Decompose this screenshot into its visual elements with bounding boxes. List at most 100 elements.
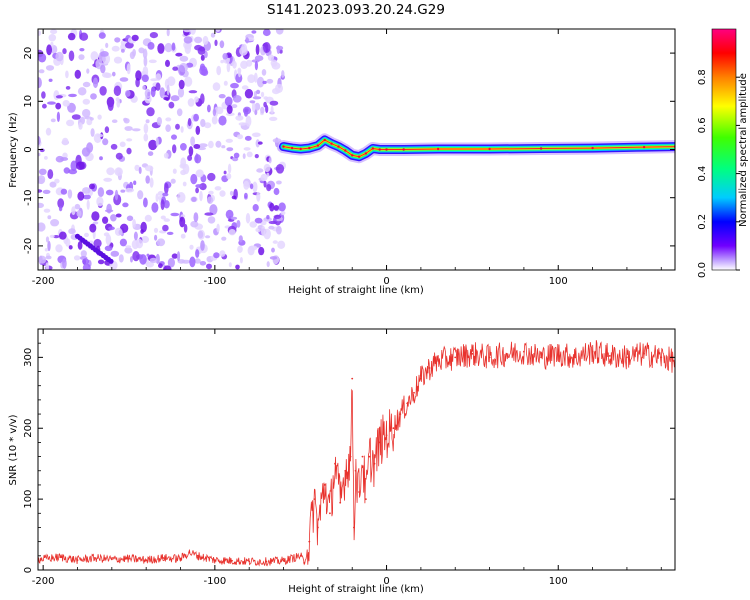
noise-speck [107,100,114,112]
noise-speck [50,219,60,227]
noise-speck [105,189,114,196]
noise-speck [247,74,256,83]
noise-speck [172,144,177,154]
noise-speck [58,206,63,212]
noise-speck [134,164,140,172]
noise-speck [183,29,192,33]
noise-speck [154,234,158,241]
noise-speck [207,172,216,182]
snr-point [329,512,331,515]
snr-xlabel: Height of straight line (km) [288,584,424,595]
noise-speck [157,43,165,54]
noise-speck [205,235,211,239]
colorbar-tick-label: 0.0 [697,262,708,278]
noise-speck [245,115,252,127]
noise-speck [132,49,137,57]
noise-speck [48,78,53,83]
noise-speck [222,53,228,60]
snr-point [303,562,305,564]
noise-speck [179,216,186,228]
noise-speck [68,228,76,235]
noise-speck [77,241,83,250]
noise-speck [100,64,106,74]
noise-speck [171,253,178,259]
noise-speck [172,168,177,174]
noise-speck [272,240,278,244]
noise-speck [251,30,257,34]
ridge-point [385,148,388,151]
noise-speck [181,259,191,264]
noise-speck [226,105,233,114]
noise-speck [244,192,248,199]
noise-speck [172,66,179,71]
noise-speck [143,123,149,134]
noise-speck [254,102,261,111]
noise-speck [179,55,189,62]
noise-speck [266,78,274,84]
noise-speck [76,210,82,217]
noise-speck [70,160,78,172]
snr-point [110,558,113,561]
snr-point [373,462,376,465]
noise-speck [74,203,81,210]
snr-point [76,559,79,561]
noise-speck [272,138,282,143]
snr-xtick-label: 0 [383,576,389,587]
noise-speck [268,220,278,225]
noise-speck [220,59,224,64]
ridge-point [344,149,347,152]
noise-speck [189,29,196,35]
noise-speck [115,152,123,160]
noise-speck [168,101,175,109]
snr-point [643,352,645,355]
noise-speck [243,147,251,151]
noise-speck [118,254,124,263]
noise-speck [204,122,212,129]
noise-speck [149,257,158,264]
noise-speck [42,103,47,109]
noise-speck [103,177,113,182]
ridge-point [357,155,361,158]
snr-point [413,391,415,394]
noise-speck [166,29,170,37]
noise-speck [256,89,261,95]
noise-speck [90,128,95,137]
noise-speck [38,222,46,232]
ridge-point [436,147,440,151]
noise-speck [235,115,244,121]
ridge-point [378,148,381,151]
noise-speck [189,244,194,250]
ridge-point [351,154,354,157]
noise-speck [48,34,57,42]
noise-speck [243,180,250,190]
noise-speck [249,221,257,228]
noise-speck [194,96,199,103]
colorbar-ticks: 0.0 0.2 0.4 0.6 0.8 [697,69,740,278]
ridge-point [330,142,333,145]
noise-speck [38,30,42,36]
noise-speck [256,191,261,202]
noise-speck [115,97,120,102]
noise-speck [266,215,270,220]
noise-speck [143,133,149,142]
noise-speck [252,96,262,100]
noise-speck [218,115,227,126]
noise-speck [155,193,159,202]
snr-point [299,554,302,557]
noise-speck [90,117,94,121]
noise-speck [170,212,180,217]
noise-speck [57,198,65,209]
ridge-point [402,148,405,151]
snr-axes: -200 -100 0 100 0 100 200 300 [23,328,675,587]
noise-speck [89,223,97,233]
noise-speck [138,166,142,174]
noise-speck [131,34,139,42]
noise-speck [137,190,144,200]
noise-speck [132,251,140,262]
snr-point [339,501,342,504]
noise-speck [102,216,109,224]
noise-speck [176,108,183,117]
noise-speck [244,88,253,99]
noise-speck [276,45,281,54]
snr-point [368,455,371,458]
